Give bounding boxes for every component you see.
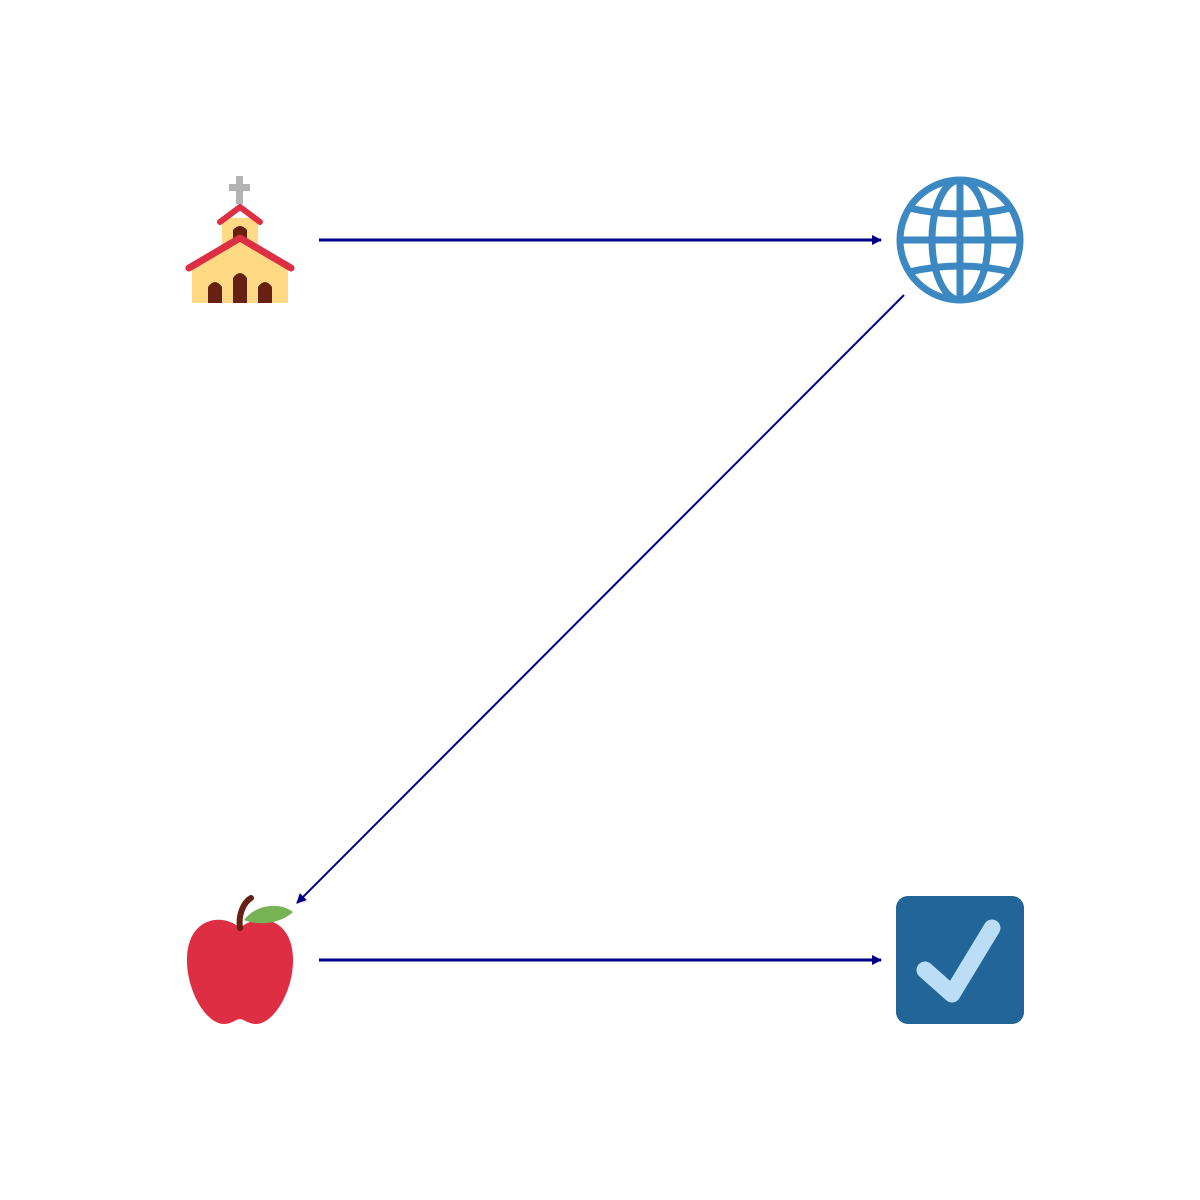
- edges: [296, 235, 905, 965]
- red-apple-icon: [186, 895, 294, 1024]
- check-box-icon: [896, 896, 1024, 1024]
- church-icon: [185, 176, 295, 303]
- edge-globe-to-apple: [296, 294, 905, 904]
- globe-with-meridians-icon: [896, 176, 1024, 304]
